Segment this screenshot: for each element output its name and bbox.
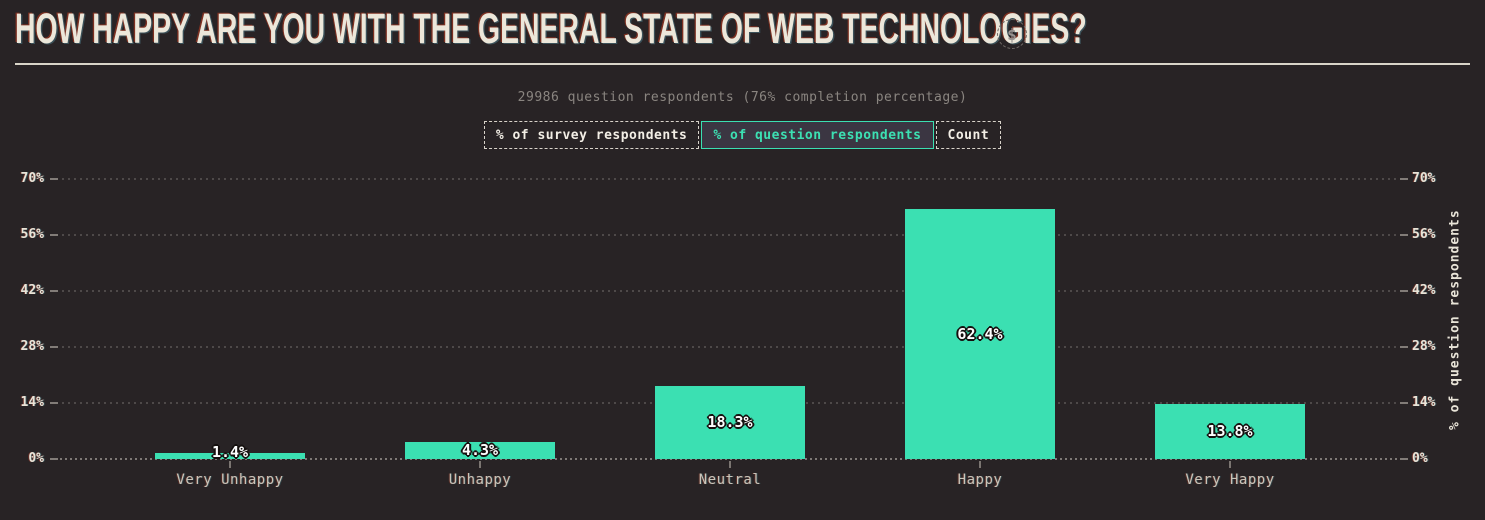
right-tick-mark [1400, 234, 1408, 236]
category-label-neutral: Neutral [698, 472, 762, 488]
category-label-very-unhappy: Very Unhappy [176, 472, 284, 488]
right-tick-mark [1400, 178, 1408, 180]
category-label-very-happy: Very Happy [1185, 472, 1275, 488]
y-tick-label-left: 70% [20, 171, 44, 186]
y-tick-label-right: 70% [1412, 171, 1436, 186]
bar-neutral[interactable] [655, 385, 805, 459]
category-tick-mark [729, 461, 731, 468]
left-tick-mark [50, 290, 58, 292]
respondents-summary: 29986 question respondents (76% completi… [517, 90, 968, 105]
category-tick-mark [229, 461, 231, 468]
currency-icon[interactable]: $ [997, 19, 1027, 49]
right-tick-mark [1400, 346, 1408, 348]
y-tick-label-right: 56% [1412, 227, 1436, 242]
left-tick-mark [50, 402, 58, 404]
category-label-happy: Happy [957, 472, 1003, 488]
category-label-unhappy: Unhappy [448, 472, 512, 488]
bar-unhappy[interactable] [405, 441, 555, 459]
left-tick-mark [50, 458, 58, 460]
gridline-70% [50, 178, 1398, 180]
title-underline [15, 63, 1470, 65]
right-tick-mark [1400, 458, 1408, 460]
dollar-glyph: $ [1007, 24, 1017, 44]
y-tick-label-right: 14% [1412, 395, 1436, 410]
bar-happy[interactable] [905, 209, 1055, 459]
bar-very-happy[interactable] [1155, 403, 1305, 459]
category-tick-mark [979, 461, 981, 468]
y-tick-label-right: 42% [1412, 283, 1436, 298]
y-tick-label-left: 14% [20, 395, 44, 410]
right-tick-mark [1400, 402, 1408, 404]
toggle-count[interactable]: Count [935, 121, 1002, 149]
y-tick-label-right: 28% [1412, 339, 1436, 354]
left-tick-mark [50, 234, 58, 236]
toggle-of-question-respondents[interactable]: % of question respondents [701, 121, 934, 149]
right-axis-title: % of question respondents [1447, 209, 1463, 431]
y-tick-label-left: 28% [20, 339, 44, 354]
bar-very-unhappy[interactable] [155, 453, 305, 459]
right-tick-mark [1400, 290, 1408, 292]
gridline-42% [50, 290, 1398, 292]
category-tick-mark [1229, 461, 1231, 468]
left-tick-mark [50, 346, 58, 348]
y-tick-label-right: 0% [1412, 451, 1428, 466]
y-tick-label-left: 42% [20, 283, 44, 298]
gridline-56% [50, 234, 1398, 236]
left-tick-mark [50, 178, 58, 180]
toggle-of-survey-respondents[interactable]: % of survey respondents [483, 121, 700, 149]
header: HOW HAPPY ARE YOU WITH THE GENERAL STATE… [0, 0, 1485, 66]
y-tick-label-left: 0% [28, 451, 44, 466]
gridline-28% [50, 346, 1398, 348]
page-title: HOW HAPPY ARE YOU WITH THE GENERAL STATE… [15, 5, 1087, 53]
y-tick-label-left: 56% [20, 227, 44, 242]
category-tick-mark [479, 461, 481, 468]
gridline-0% [50, 458, 1398, 460]
units-toggle-group: % of survey respondents% of question res… [0, 121, 1485, 149]
